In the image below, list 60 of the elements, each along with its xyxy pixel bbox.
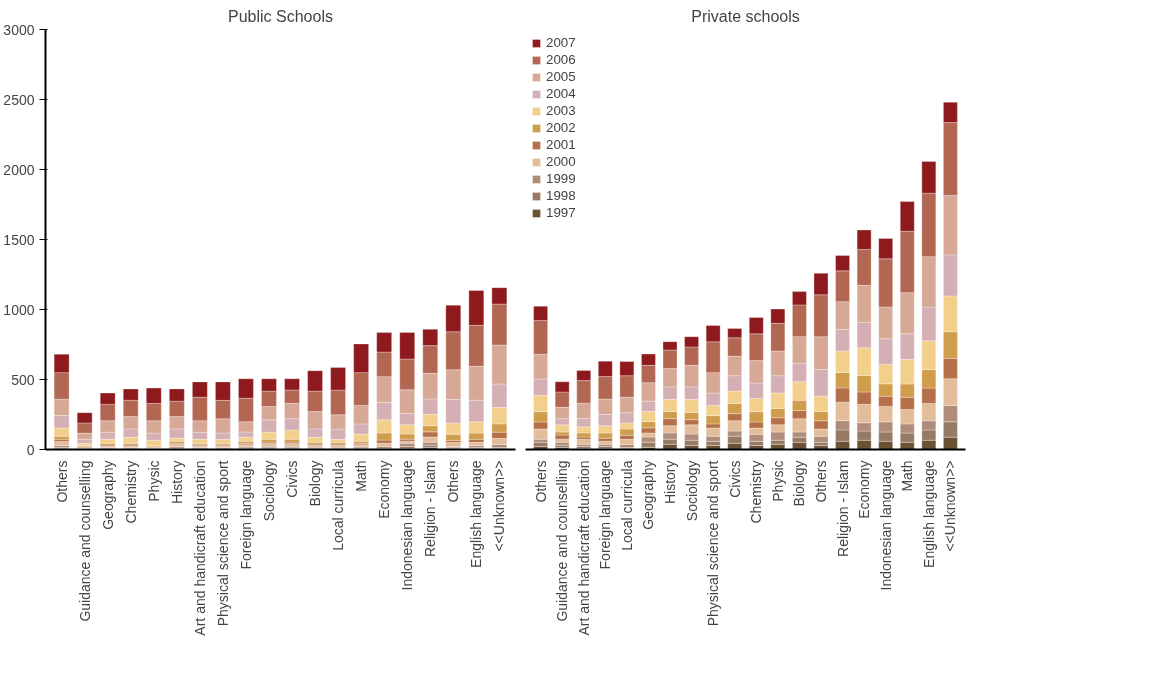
legend-label: 2004 bbox=[546, 86, 576, 101]
x-tick-label: Physic bbox=[769, 460, 786, 502]
y-tick-label: 2500 bbox=[3, 91, 35, 108]
x-tick-label: <<Unknown>> bbox=[491, 460, 508, 552]
x-tick-label: Chemistry bbox=[122, 460, 139, 524]
legend-label: 2005 bbox=[546, 69, 576, 84]
x-tick-label: Biology bbox=[307, 460, 324, 507]
legend-label: 2001 bbox=[546, 137, 576, 152]
x-tick-label: History bbox=[168, 460, 185, 505]
x-tick-label: Math bbox=[899, 460, 916, 492]
x-tick-label: Math bbox=[353, 460, 370, 492]
x-tick-label: Geography bbox=[640, 460, 657, 530]
chart-title: Private schools bbox=[691, 7, 800, 25]
x-tick-label: Economy bbox=[376, 460, 393, 519]
x-tick-label: Physic bbox=[145, 460, 162, 502]
x-tick-label: Others bbox=[532, 460, 549, 503]
x-tick-label: Foreign language bbox=[597, 460, 614, 570]
legend-label: 2006 bbox=[546, 52, 576, 67]
x-tick-label: Religion - Islam bbox=[422, 460, 439, 557]
x-tick-label: Civics bbox=[284, 460, 301, 498]
y-tick-label: 1500 bbox=[3, 231, 35, 248]
x-tick-label: Physical science and sport bbox=[705, 460, 722, 627]
x-tick-label: Others bbox=[53, 460, 70, 503]
chart-title: Public Schools bbox=[228, 7, 333, 25]
x-tick-label: Indonesian language bbox=[399, 460, 416, 591]
x-tick-label: Sociology bbox=[260, 460, 277, 522]
legend-label: 1998 bbox=[546, 188, 576, 203]
legend-label: 1997 bbox=[546, 205, 576, 220]
legend-label: 2007 bbox=[546, 35, 576, 50]
x-tick-label: Geography bbox=[99, 460, 116, 530]
x-tick-label: Art and handicraft education bbox=[191, 460, 208, 636]
x-tick-label: Civics bbox=[726, 460, 743, 498]
y-tick-label: 2000 bbox=[3, 161, 35, 178]
x-tick-label: Local curricula bbox=[618, 460, 635, 551]
x-tick-label: Sociology bbox=[683, 460, 700, 522]
x-tick-label: Religion - Islam bbox=[834, 460, 851, 557]
legend-label: 2002 bbox=[546, 120, 576, 135]
x-tick-label: Others bbox=[812, 460, 829, 503]
x-tick-label: Economy bbox=[856, 460, 873, 519]
x-tick-label: English language bbox=[468, 460, 485, 568]
y-tick-label: 0 bbox=[26, 441, 35, 458]
y-tick-label: 3000 bbox=[3, 21, 35, 38]
x-tick-label: Physical science and sport bbox=[214, 460, 231, 627]
y-tick-label: 1000 bbox=[3, 301, 35, 318]
x-tick-label: Foreign language bbox=[237, 460, 254, 570]
x-tick-label: Chemistry bbox=[748, 460, 765, 524]
x-tick-label: Biology bbox=[791, 460, 808, 507]
x-tick-label: Guidance and counselling bbox=[554, 460, 571, 622]
x-tick-label: History bbox=[662, 460, 679, 505]
x-tick-label: English language bbox=[920, 460, 937, 568]
x-tick-label: Others bbox=[445, 460, 462, 503]
y-tick-label: 500 bbox=[11, 371, 35, 388]
legend-label: 1999 bbox=[546, 171, 576, 186]
legend-label: 2003 bbox=[546, 103, 576, 118]
x-tick-label: Indonesian language bbox=[877, 460, 894, 591]
x-tick-label: Art and handicraft education bbox=[575, 460, 592, 636]
x-tick-label: Guidance and counselling bbox=[76, 460, 93, 622]
x-tick-label: Local curricula bbox=[330, 460, 347, 551]
legend-label: 2000 bbox=[546, 154, 576, 169]
x-tick-label: <<Unknown>> bbox=[942, 460, 959, 552]
